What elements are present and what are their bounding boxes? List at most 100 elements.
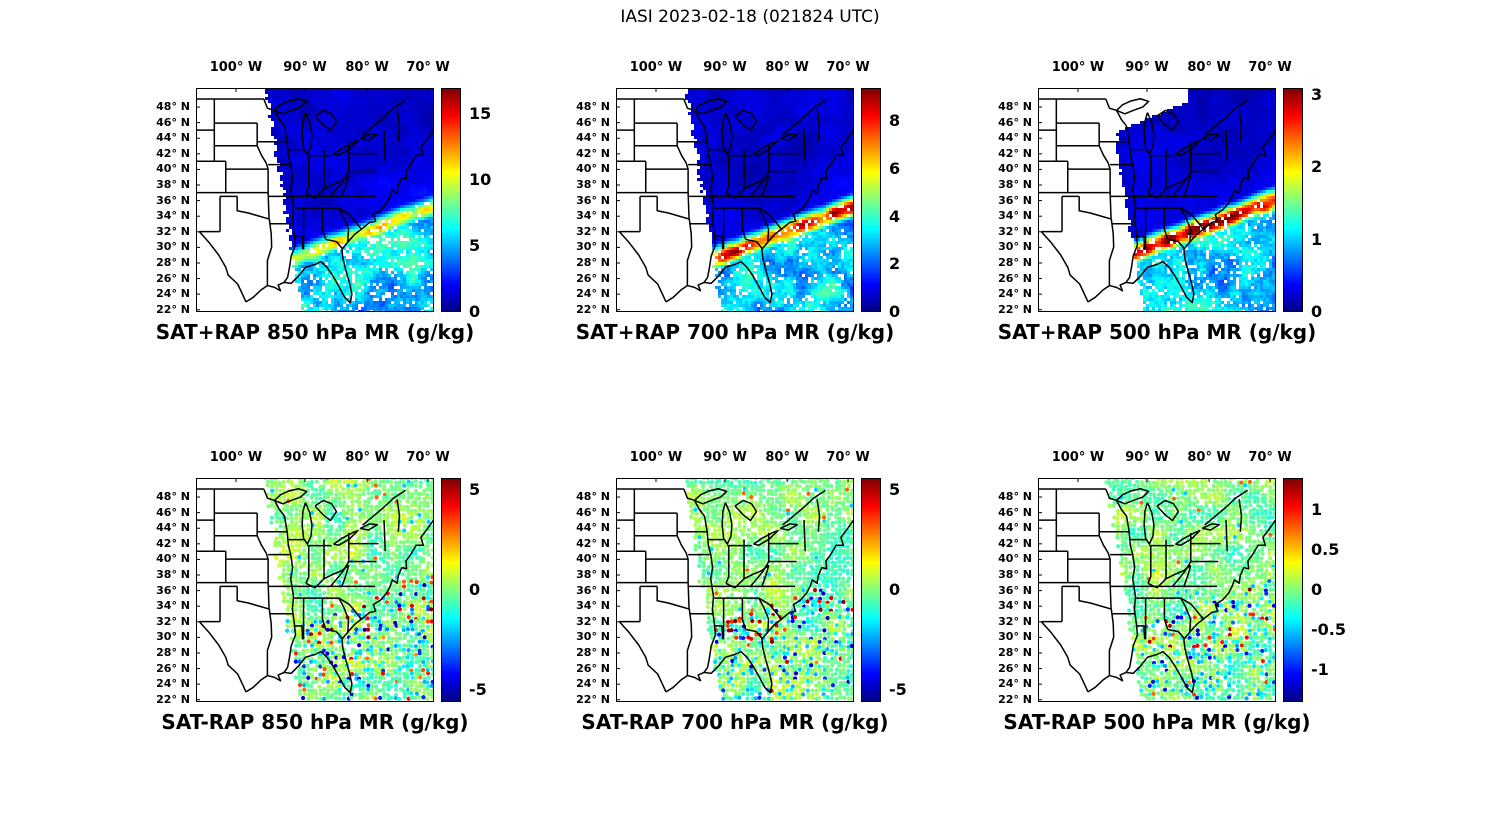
lat-tick-label: 26° N [156, 271, 190, 285]
colorbar-canvas [861, 478, 881, 702]
lon-tick-label: 100° W [1051, 450, 1105, 465]
figure-title: IASI 2023-02-18 (021824 UTC) [620, 7, 880, 27]
lat-tick-label: 28° N [156, 255, 190, 269]
colorbar-tick-label: 10 [469, 170, 492, 190]
colorbar-tick-label: 8 [889, 111, 901, 131]
lat-tick-label: 30° N [998, 630, 1032, 644]
lon-tick-label: 70° W [1248, 450, 1292, 465]
colorbar-tick-label: 1 [1311, 229, 1323, 249]
lat-tick-label: 46° N [576, 505, 610, 519]
map-canvas [616, 88, 854, 312]
lat-tick-label: 46° N [156, 505, 190, 519]
lat-tick-label: 42° N [576, 146, 610, 160]
lat-tick-label: 42° N [156, 536, 190, 550]
lat-tick-label: 34° N [576, 599, 610, 613]
panel-title: SAT+RAP 500 hPa MR (g/kg) [997, 320, 1317, 344]
lat-tick-label: 48° N [156, 100, 190, 114]
colorbar-tick-label: 0 [889, 302, 901, 321]
lat-tick-label: 48° N [998, 490, 1032, 504]
lat-tick-label: 32° N [998, 614, 1032, 628]
colorbar-tick-label: 0 [469, 302, 481, 321]
lat-tick-label: 32° N [156, 614, 190, 628]
lat-tick-label: 40° N [576, 552, 610, 566]
lat-tick-label: 42° N [998, 146, 1032, 160]
colorbar-canvas [1283, 478, 1303, 702]
lat-tick-label: 28° N [998, 255, 1032, 269]
lat-tick-label: 36° N [156, 583, 190, 597]
colorbar-tick-label: 2 [1311, 157, 1323, 177]
map-canvas [1038, 88, 1276, 312]
lon-tick-label: 80° W [1187, 450, 1231, 465]
lat-tick-label: 34° N [998, 209, 1032, 223]
colorbar-tick-label: 0 [1311, 580, 1323, 599]
lon-tick-label: 100° W [209, 450, 263, 465]
panel-title: SAT-RAP 850 hPa MR (g/kg) [161, 710, 469, 734]
lat-tick-label: 44° N [156, 131, 190, 145]
lat-tick-label: 44° N [998, 521, 1032, 535]
lat-tick-label: 30° N [156, 240, 190, 254]
lat-tick-label: 46° N [576, 115, 610, 129]
colorbar-tick-label: -5 [469, 680, 487, 699]
panel-title: SAT+RAP 850 hPa MR (g/kg) [155, 320, 475, 344]
colorbar-canvas [441, 88, 461, 312]
lon-tick-label: 70° W [406, 450, 450, 465]
lon-tick-label: 80° W [765, 60, 809, 75]
colorbar-tick-label: 6 [889, 159, 901, 179]
colorbar-tick-label: 2 [889, 254, 901, 274]
lat-tick-label: 22° N [576, 302, 610, 316]
lat-tick-label: 26° N [576, 271, 610, 285]
lat-tick-label: 44° N [576, 521, 610, 535]
lat-tick-label: 26° N [998, 661, 1032, 675]
lat-tick-label: 42° N [156, 146, 190, 160]
colorbar-tick-label: -1 [1311, 660, 1329, 679]
lat-tick-label: 42° N [576, 536, 610, 550]
lon-tick-label: 90° W [1125, 60, 1169, 75]
lat-tick-label: 34° N [156, 599, 190, 613]
lat-tick-label: 26° N [576, 661, 610, 675]
lon-tick-label: 90° W [1125, 450, 1169, 465]
colorbar-tick-label: 4 [889, 206, 901, 226]
lat-tick-label: 26° N [156, 661, 190, 675]
lon-tick-label: 100° W [629, 450, 683, 465]
lon-tick-label: 70° W [826, 450, 870, 465]
map-canvas [196, 88, 434, 312]
colorbar-tick-label: 0 [469, 580, 481, 599]
lat-tick-label: 48° N [576, 490, 610, 504]
lon-tick-label: 90° W [283, 450, 327, 465]
lon-tick-label: 90° W [283, 60, 327, 75]
lat-tick-label: 28° N [576, 645, 610, 659]
lat-tick-label: 30° N [998, 240, 1032, 254]
lat-tick-label: 40° N [998, 552, 1032, 566]
lon-tick-label: 80° W [765, 450, 809, 465]
lat-tick-label: 38° N [998, 568, 1032, 581]
lat-tick-label: 22° N [156, 692, 190, 706]
lon-tick-label: 70° W [826, 60, 870, 75]
colorbar-tick-label: 15 [469, 104, 492, 124]
lon-tick-label: 70° W [1248, 60, 1292, 75]
colorbar-canvas [1283, 88, 1303, 312]
lat-tick-label: 30° N [576, 240, 610, 254]
lat-tick-label: 48° N [576, 100, 610, 114]
colorbar-tick-label: -0.5 [1311, 620, 1346, 639]
lat-tick-label: 36° N [576, 583, 610, 597]
lat-tick-label: 34° N [576, 209, 610, 223]
lon-tick-label: 90° W [703, 60, 747, 75]
lat-tick-label: 36° N [998, 583, 1032, 597]
lat-tick-label: 46° N [998, 505, 1032, 519]
lat-tick-label: 38° N [576, 568, 610, 581]
colorbar-tick-label: 3 [1311, 85, 1323, 105]
lat-tick-label: 28° N [156, 645, 190, 659]
panel-title: SAT-RAP 700 hPa MR (g/kg) [581, 710, 889, 734]
colorbar-tick-label: 1 [1311, 500, 1323, 519]
lat-tick-label: 40° N [156, 162, 190, 176]
map-canvas [196, 478, 434, 702]
lat-tick-label: 36° N [998, 193, 1032, 207]
lat-tick-label: 22° N [576, 692, 610, 706]
colorbar-tick-label: 5 [889, 480, 901, 499]
colorbar-tick-label: 5 [469, 236, 481, 256]
lon-tick-label: 80° W [345, 450, 389, 465]
lat-tick-label: 40° N [576, 162, 610, 176]
colorbar-canvas [441, 478, 461, 702]
lat-tick-label: 32° N [576, 224, 610, 238]
lat-tick-label: 22° N [156, 302, 190, 316]
